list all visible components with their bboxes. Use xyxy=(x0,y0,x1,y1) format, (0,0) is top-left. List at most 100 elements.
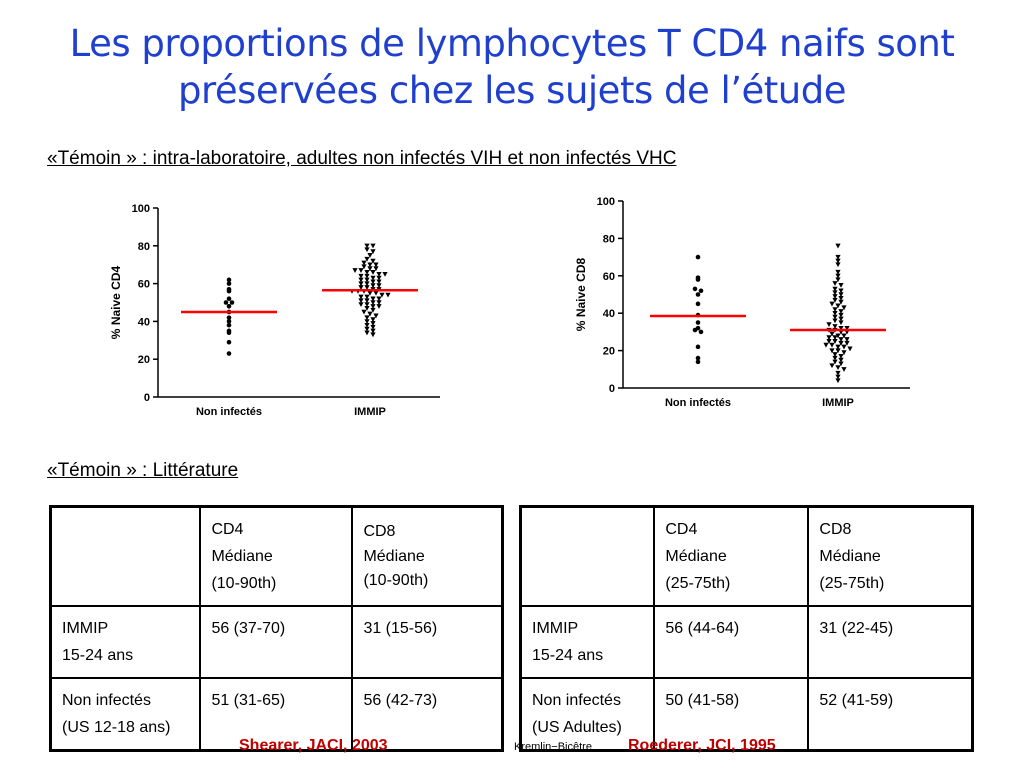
cd4-value-cell: 56 (44-64) xyxy=(653,605,810,679)
data-point xyxy=(358,273,364,279)
slide-title-line-2: préservées chez les sujets de l’étude xyxy=(177,69,847,112)
data-point xyxy=(370,279,376,285)
cd4-value-cell: 56 (37-70) xyxy=(199,605,354,679)
row-label: Non infectés xyxy=(532,692,621,709)
data-point xyxy=(695,292,701,297)
data-point xyxy=(695,344,701,350)
data-point xyxy=(226,322,232,328)
data-point xyxy=(844,340,850,346)
data-point xyxy=(373,266,379,272)
data-point xyxy=(826,339,832,344)
x-tick-label: Non infectés xyxy=(665,397,731,409)
row-label: (US 12-18 ans) xyxy=(62,719,171,736)
y-tick-label: 20 xyxy=(138,354,150,366)
cd8-value-cell: 31 (15-56) xyxy=(351,605,504,679)
data-point xyxy=(370,296,376,302)
data-point xyxy=(226,328,232,334)
data-point xyxy=(364,298,370,304)
data-point xyxy=(370,321,376,326)
data-point xyxy=(376,275,382,281)
data-point xyxy=(226,351,232,356)
data-point xyxy=(367,253,373,258)
data-point xyxy=(358,294,364,300)
data-point xyxy=(367,262,373,268)
data-point xyxy=(835,269,841,275)
row-label-cell: IMMIP 15-24 ans xyxy=(519,605,656,679)
data-point xyxy=(835,277,841,283)
data-point xyxy=(385,292,391,298)
cd4-value-cell: 51 (31-65) xyxy=(199,677,354,752)
data-point xyxy=(376,283,382,289)
data-point xyxy=(832,314,838,320)
data-point xyxy=(695,325,701,331)
y-tick-label: 80 xyxy=(138,241,150,253)
y-tick-label: 0 xyxy=(609,383,615,395)
data-point xyxy=(223,300,229,305)
data-point xyxy=(376,271,382,277)
cd8-value-cell: 56 (42-73) xyxy=(351,677,504,752)
data-point xyxy=(364,302,370,307)
data-point xyxy=(829,363,835,369)
table-header-cell-cd8: CD8 Médiane (10-90th) xyxy=(351,505,504,607)
table-header-cell-cd4: CD4 Médiane (25-75th) xyxy=(653,505,810,607)
data-point xyxy=(364,277,370,283)
header-text: (25-75th) xyxy=(819,575,885,592)
data-point xyxy=(226,286,232,292)
header-text: Médiane xyxy=(665,548,727,565)
data-point xyxy=(826,335,832,341)
data-point xyxy=(364,305,370,311)
data-point xyxy=(370,324,376,330)
data-point xyxy=(838,282,844,288)
tables-subtitle: «Témoin » : Littérature xyxy=(47,460,239,481)
row-label-cell: Non infectés (US 12-18 ans) xyxy=(49,677,202,752)
data-point xyxy=(829,342,835,348)
data-point xyxy=(692,286,698,292)
data-point xyxy=(695,301,701,307)
y-axis-label: % Naive CD8 xyxy=(574,257,588,331)
data-point xyxy=(376,296,382,302)
data-point xyxy=(835,254,841,260)
chart-naive-cd8: 0 20 40 60 80 100 % Naive CD8 Non infectés IMMIP xyxy=(574,196,910,409)
data-point xyxy=(841,367,847,372)
row-label-cell: IMMIP 15-24 ans xyxy=(49,605,202,679)
data-point xyxy=(695,355,701,361)
data-point xyxy=(370,258,376,264)
data-point xyxy=(373,290,379,296)
header-text: (25-75th) xyxy=(665,575,731,592)
data-point xyxy=(841,333,847,339)
data-point xyxy=(370,332,376,338)
table-shearer: CD4 Médiane (10-90th) CD8 Médiane (10-90… xyxy=(49,505,504,752)
data-point xyxy=(698,288,704,294)
row-label: Non infectés xyxy=(62,692,151,709)
y-tick-label: 0 xyxy=(144,392,150,404)
data-point xyxy=(358,302,364,307)
data-point xyxy=(838,312,844,318)
data-point xyxy=(838,340,844,346)
data-point xyxy=(226,277,232,283)
header-text: CD8 xyxy=(819,521,852,538)
data-point xyxy=(364,256,370,262)
data-point xyxy=(838,296,844,301)
data-point xyxy=(838,299,844,305)
table-row: IMMIP 15-24 ans 56 (37-70) 31 (15-56) xyxy=(49,605,504,679)
y-tick-label: 60 xyxy=(603,271,615,283)
slide-title-line-1: Les proportions de lymphocytes T CD4 nai… xyxy=(69,22,955,65)
data-point xyxy=(364,270,370,275)
header-text: Médiane xyxy=(819,548,881,565)
x-tick-label: IMMIP xyxy=(822,397,854,409)
data-point xyxy=(367,290,373,296)
data-point xyxy=(370,317,376,323)
data-point xyxy=(695,320,701,325)
header-text: Médiane xyxy=(363,548,425,565)
data-point xyxy=(838,320,844,326)
data-point xyxy=(838,316,844,322)
data-point xyxy=(376,300,382,306)
institution-note: Kremlin−Bicêtre xyxy=(514,741,592,753)
y-tick-label: 100 xyxy=(132,203,150,215)
data-point xyxy=(370,249,376,255)
table-header-cell-empty xyxy=(49,505,202,607)
y-tick-label: 40 xyxy=(603,308,615,320)
data-point xyxy=(835,243,841,249)
data-point xyxy=(835,344,841,350)
table-header-cell-empty xyxy=(519,505,656,607)
